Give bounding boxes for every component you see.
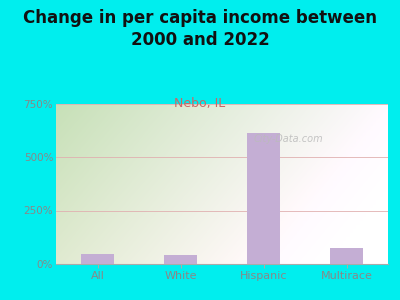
Bar: [330, 248, 363, 264]
Text: City-Data.com: City-Data.com: [254, 134, 323, 144]
Text: Change in per capita income between
2000 and 2022: Change in per capita income between 2000…: [23, 9, 377, 49]
Bar: [81, 254, 114, 264]
Bar: [247, 134, 280, 264]
Text: Nebo, IL: Nebo, IL: [174, 98, 226, 110]
Bar: [164, 255, 197, 264]
